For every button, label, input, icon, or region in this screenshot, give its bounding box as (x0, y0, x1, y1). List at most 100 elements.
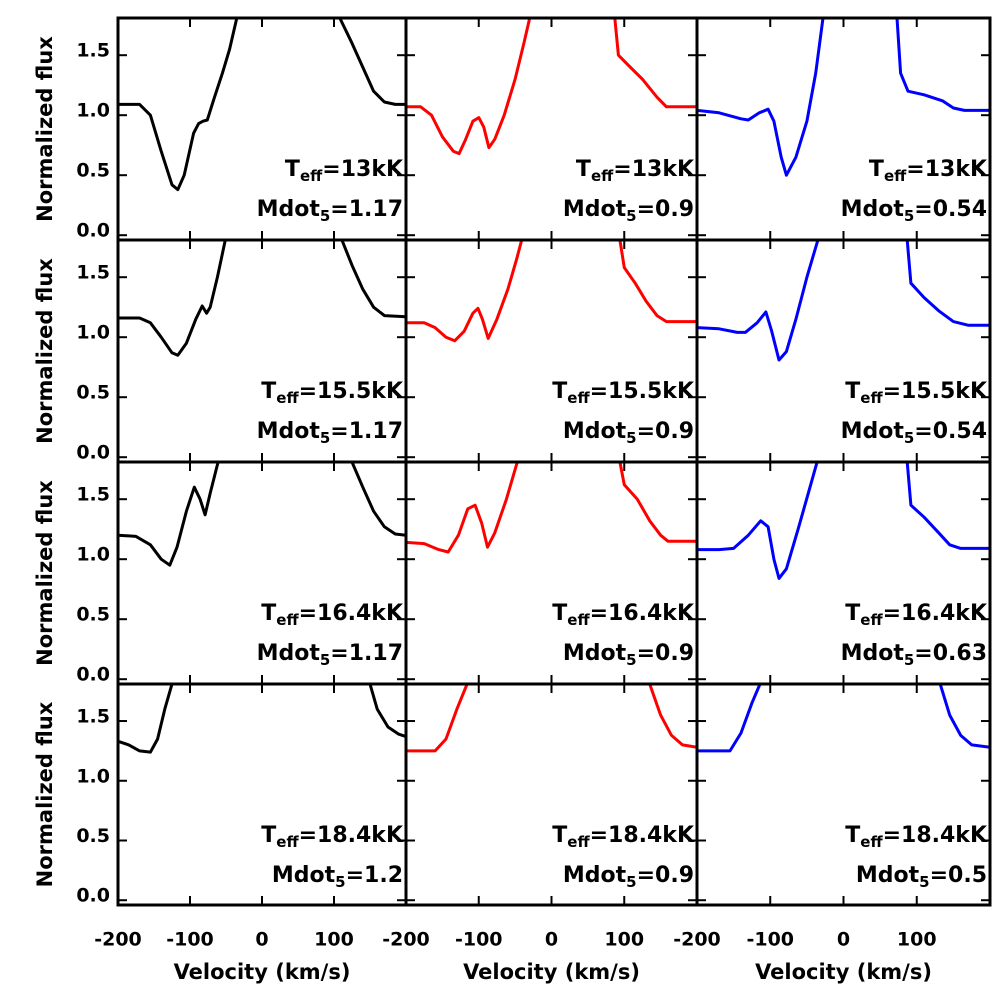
x-tick-label: 100 (314, 929, 354, 951)
annotation-text: T (552, 823, 567, 848)
annotation: Teff=16.4kK (261, 601, 404, 629)
panel (697, 684, 990, 753)
annotation: Mdot5=0.9 (563, 419, 694, 447)
y-tick-label: 1.0 (76, 765, 110, 787)
x-tick-label: -200 (382, 929, 430, 951)
annotation-text: Mdot (257, 197, 321, 222)
y-tick-label: 0.0 (76, 220, 110, 242)
annotation: Teff=15.5kK (552, 379, 695, 407)
y-tick-label: 0.0 (76, 885, 110, 907)
annotation-text: Mdot (257, 419, 321, 444)
annotation-subscript: eff (276, 833, 299, 851)
annotation: Mdot5=1.17 (257, 197, 403, 225)
data-line (118, 240, 406, 357)
annotation-value: =13kK (322, 157, 404, 182)
annotation-subscript: 5 (904, 651, 914, 669)
annotation-subscript: 5 (335, 873, 345, 891)
annotation-subscript: eff (300, 167, 323, 185)
annotation-subscript: eff (276, 611, 299, 629)
annotation-subscript: 5 (904, 207, 914, 225)
annotation-subscript: eff (860, 611, 883, 629)
panel (697, 462, 990, 580)
y-tick-label: 0.5 (76, 382, 110, 404)
y-axis-label: Normalized flux (33, 701, 57, 887)
y-tick-label: 1.0 (76, 322, 110, 344)
data-line (697, 684, 990, 753)
panel (406, 18, 697, 156)
annotation-text: Mdot (563, 641, 627, 666)
annotation: Teff=18.4kK (552, 823, 695, 851)
annotation-value: =1.2 (346, 863, 403, 888)
panel (406, 462, 697, 554)
annotation-subscript: eff (860, 389, 883, 407)
x-axis-label: Velocity (km/s) (755, 960, 932, 984)
panel (118, 462, 406, 567)
y-tick-label: 0.0 (76, 664, 110, 686)
data-line (118, 462, 406, 567)
annotation-subscript: 5 (320, 207, 330, 225)
annotation-subscript: eff (567, 833, 590, 851)
annotation-subscript: 5 (626, 207, 636, 225)
annotation: Mdot5=0.5 (856, 863, 987, 891)
y-tick-label: 0.5 (76, 825, 110, 847)
annotation-value: =13kK (613, 157, 695, 182)
annotation: Teff=18.4kK (261, 823, 404, 851)
y-axis-label: Normalized flux (33, 36, 57, 222)
panel (406, 240, 697, 343)
y-tick-label: 0.5 (76, 160, 110, 182)
annotation-value: =1.17 (330, 641, 403, 666)
annotation: Teff=16.4kK (552, 601, 695, 629)
annotation-value: =15.5kK (299, 379, 404, 404)
data-line (118, 18, 406, 192)
annotation: Mdot5=0.9 (563, 197, 694, 225)
annotation-subscript: 5 (320, 429, 330, 447)
annotation: Mdot5=0.54 (841, 419, 987, 447)
annotation-subscript: eff (276, 389, 299, 407)
panel (118, 18, 406, 192)
x-tick-label: 0 (837, 929, 850, 951)
annotation: Teff=13kK (869, 157, 988, 185)
annotation-text: T (285, 157, 300, 182)
annotation-subscript: 5 (626, 429, 636, 447)
annotation-text: Mdot (272, 863, 336, 888)
data-line (406, 684, 697, 753)
annotation-value: =15.5kK (590, 379, 695, 404)
annotation-text: T (552, 379, 567, 404)
annotation-text: T (845, 601, 860, 626)
annotation-value: =18.4kK (883, 823, 988, 848)
annotation-text: T (576, 157, 591, 182)
x-tick-label: -200 (673, 929, 721, 951)
annotation-text: T (845, 379, 860, 404)
annotation-subscript: eff (567, 611, 590, 629)
y-tick-label: 1.0 (76, 100, 110, 122)
annotation-subscript: 5 (626, 873, 636, 891)
annotation-value: =0.63 (914, 641, 987, 666)
x-tick-label: 0 (545, 929, 558, 951)
x-axis-label: Velocity (km/s) (174, 960, 351, 984)
y-tick-label: 1.5 (76, 484, 110, 506)
data-line (697, 462, 990, 580)
annotation: Teff=15.5kK (845, 379, 988, 407)
data-line (697, 18, 990, 177)
annotation-value: =0.54 (914, 197, 987, 222)
annotation-text: Mdot (841, 197, 905, 222)
annotation-value: =0.9 (637, 419, 694, 444)
annotation-value: =18.4kK (590, 823, 695, 848)
annotation-text: T (261, 823, 276, 848)
panel-frame (695, 682, 992, 907)
annotation-text: T (261, 379, 276, 404)
annotation: Teff=13kK (576, 157, 695, 185)
panel (697, 240, 990, 362)
y-tick-label: 1.5 (76, 262, 110, 284)
annotation-subscript: 5 (904, 429, 914, 447)
annotation-value: =0.54 (914, 419, 987, 444)
annotation-value: =0.9 (637, 197, 694, 222)
annotation-text: T (845, 823, 860, 848)
y-tick-label: 1.5 (76, 706, 110, 728)
data-line (406, 18, 697, 156)
x-tick-label: 0 (255, 929, 268, 951)
y-tick-label: 0.5 (76, 604, 110, 626)
x-tick-label: 100 (897, 929, 937, 951)
